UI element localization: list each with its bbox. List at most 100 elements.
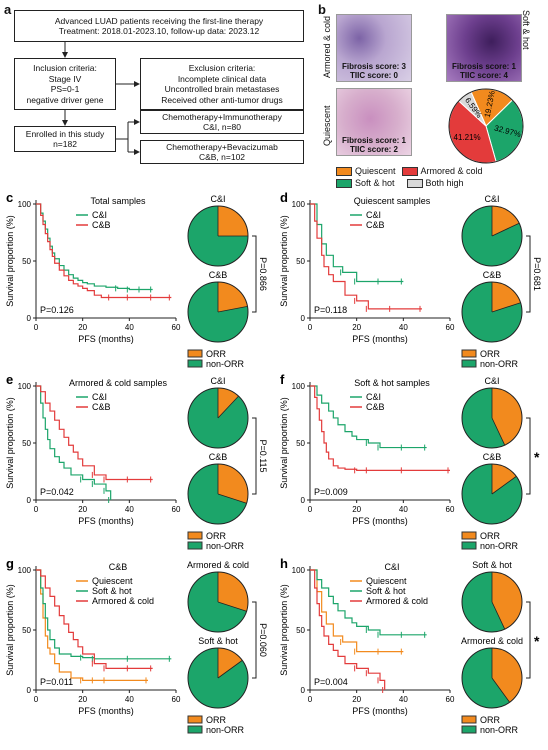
flow-top-line-2: Treatment: 2018.01-2023.10, follow-up da… — [58, 26, 260, 36]
flow-inclusion-line-1: Inclusion criteria: — [33, 63, 97, 73]
legend-both: Both high — [406, 178, 464, 188]
km-xlabel-g: PFS (months) — [78, 706, 134, 716]
km-title-h: C&I — [384, 562, 399, 572]
km-ytick-label-e-2: 100 — [18, 382, 32, 391]
km-ytick-label-d-2: 100 — [292, 200, 306, 209]
subtype-pie-chart: 19.23%32.97%41.21%6.59% — [448, 88, 524, 164]
subtype-pie-label-2: 41.21% — [454, 133, 481, 142]
km-title-e: Armored & cold samples — [69, 378, 168, 388]
nonorr-legend-swatch-h — [461, 725, 477, 734]
km-curve-h-0 — [310, 569, 404, 653]
km-xtick-label-d-2: 40 — [399, 323, 408, 332]
pie-bracket-c — [252, 235, 257, 313]
km-legend-label-g-2: Armored & cold — [92, 596, 154, 606]
pie-nonorr-slice-e-1 — [188, 464, 247, 524]
legend-quiescent-swatch — [336, 166, 352, 176]
km-ytick-label-f-0: 0 — [301, 496, 306, 505]
km-ytick-label-f-2: 100 — [292, 382, 306, 391]
km-curve-e-1 — [36, 385, 153, 481]
subtype-pie-outline — [448, 88, 524, 164]
flow-inclusion-box: Inclusion criteria: Stage IV PS=0-1 nega… — [14, 58, 116, 110]
pie-divider-b-h-1 — [491, 677, 510, 703]
km-title-c: Total samples — [90, 196, 146, 206]
legend-soft: Soft & hot — [336, 178, 395, 188]
orr-legend-swatch-g — [187, 715, 203, 724]
km-xtick-label-g-2: 40 — [125, 695, 134, 704]
pie-divider-b-c-1 — [217, 305, 248, 313]
km-title-g: C&B — [109, 562, 128, 572]
km-xlabel-f: PFS (months) — [352, 516, 408, 526]
nonorr-legend-label-g: non-ORR — [206, 725, 245, 735]
pie-bracket-f — [526, 417, 531, 495]
pie-outline-g-1 — [187, 647, 249, 709]
km-xtick-label-c-3: 60 — [172, 323, 181, 332]
km-xtick-label-f-3: 60 — [446, 505, 455, 514]
histo-soft-image: Fibrosis score: 1 TIIC score: 4 — [446, 14, 522, 82]
pie-bracket-h — [526, 601, 531, 679]
km-legend-label-e-1: C&B — [92, 402, 111, 412]
flow-enrolled-box: Enrolled in this study n=182 — [14, 126, 116, 152]
pie-title-h-1: Armored & cold — [461, 636, 523, 646]
flow-inclusion-line-2: Stage IV — [48, 73, 82, 84]
pie-outline-g-0 — [187, 571, 249, 633]
flow-ci-box: Chemotherapy+Immunotherapy C&I, n=80 — [140, 110, 304, 134]
km-xlabel-h: PFS (months) — [352, 706, 408, 716]
km-ylabel-c: Survival proportion (%) — [5, 215, 15, 307]
panel-label-f: f — [280, 372, 285, 387]
flow-exclusion-line-4: Received other anti-tumor drugs — [161, 94, 283, 105]
km-ytick-label-c-1: 50 — [22, 257, 31, 266]
orr-legend-swatch-c — [187, 349, 203, 358]
km-ytick-label-g-1: 50 — [22, 626, 31, 635]
pie-orr-slice-h-0 — [492, 572, 522, 630]
pie-outline-h-0 — [461, 571, 523, 633]
km-panel-e: e Armored & cold samples 0 50 100 0 20 40 60 PFS … — [5, 372, 268, 551]
km-ytick-label-g-0: 0 — [27, 686, 32, 695]
panel-label-b: b — [318, 2, 326, 17]
km-xtick-label-c-0: 0 — [34, 323, 39, 332]
km-ytick-label-c-0: 0 — [27, 314, 32, 323]
km-curve-g-0 — [36, 569, 148, 681]
flow-exclusion-line-1: Exclusion criteria: — [188, 63, 256, 73]
pie-divider-b-d-0 — [491, 222, 520, 237]
orr-legend-label-c: ORR — [206, 349, 227, 359]
histo-soft-side-label: Soft & hot — [521, 10, 531, 50]
km-curve-h-1 — [310, 569, 427, 636]
pie-orr-slice-f-0 — [492, 388, 522, 446]
km-ylabel-h: Survival proportion (%) — [279, 584, 289, 676]
subtype-legend: Quiescent Armored & cold Soft & hot Both… — [336, 166, 546, 188]
km-legend-label-c-1: C&B — [92, 220, 111, 230]
km-legend-label-d-0: C&I — [366, 210, 381, 220]
km-legend-label-h-1: Soft & hot — [366, 586, 406, 596]
pie-divider-b-d-1 — [491, 302, 521, 313]
orr-legend-label-h: ORR — [480, 715, 501, 725]
pie-title-c-1: C&B — [209, 270, 228, 280]
pie-title-e-1: C&B — [209, 452, 228, 462]
km-ytick-label-e-0: 0 — [27, 496, 32, 505]
pie-outline-d-0 — [461, 205, 523, 267]
pie-divider-b-g-1 — [217, 660, 243, 679]
orr-legend-label-f: ORR — [480, 531, 501, 541]
pie-divider-b-h-0 — [491, 601, 506, 630]
flow-ci-line-2: C&I, n=80 — [202, 122, 242, 132]
pie-title-g-0: Armored & cold — [187, 560, 249, 570]
pie-orr-slice-f-1 — [492, 464, 517, 494]
km-panel-d: d Quiescent samples 0 50 100 0 20 40 60 PFS (mont… — [279, 190, 542, 369]
pie-nonorr-slice-f-0 — [462, 388, 505, 448]
pie-title-g-1: Soft & hot — [198, 636, 238, 646]
panel-label-g: g — [6, 556, 14, 571]
legend-quiescent: Quiescent — [336, 166, 396, 176]
km-legend-label-g-0: Quiescent — [92, 576, 133, 586]
km-title-d: Quiescent samples — [354, 196, 431, 206]
legend-armored-label: Armored & cold — [420, 166, 483, 176]
flow-top-box: Advanced LUAD patients receiving the fir… — [14, 10, 304, 42]
pie-title-f-0: C&I — [484, 376, 499, 386]
pie-pvalue-d: P=0.681 — [532, 257, 542, 291]
km-legend-label-c-0: C&I — [92, 210, 107, 220]
nonorr-legend-label-f: non-ORR — [480, 541, 519, 551]
km-ytick-label-g-2: 100 — [18, 566, 32, 575]
pie-title-d-1: C&B — [483, 270, 502, 280]
nonorr-legend-swatch-f — [461, 541, 477, 550]
panel-label-e: e — [6, 372, 13, 387]
nonorr-legend-swatch-e — [187, 541, 203, 550]
panel-label-a: a — [4, 2, 12, 17]
